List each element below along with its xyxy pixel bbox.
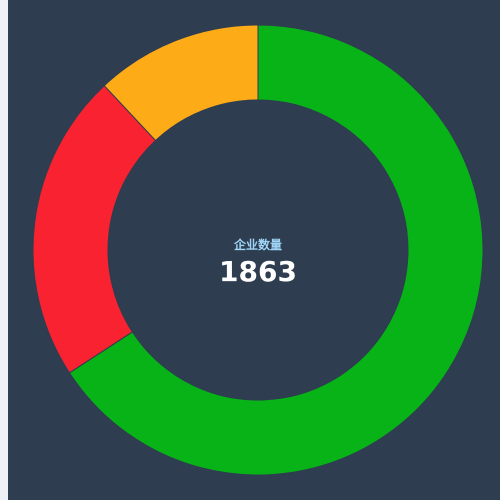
- donut-segment: [103, 24, 259, 142]
- chart-panel: 企业数量 1863: [8, 0, 500, 500]
- chart: 企业数量 1863: [32, 24, 484, 476]
- donut-segment: [32, 84, 157, 374]
- donut-segment: [68, 24, 484, 476]
- center-value: 1863: [219, 255, 297, 288]
- center-label: 企业数量: [233, 237, 282, 252]
